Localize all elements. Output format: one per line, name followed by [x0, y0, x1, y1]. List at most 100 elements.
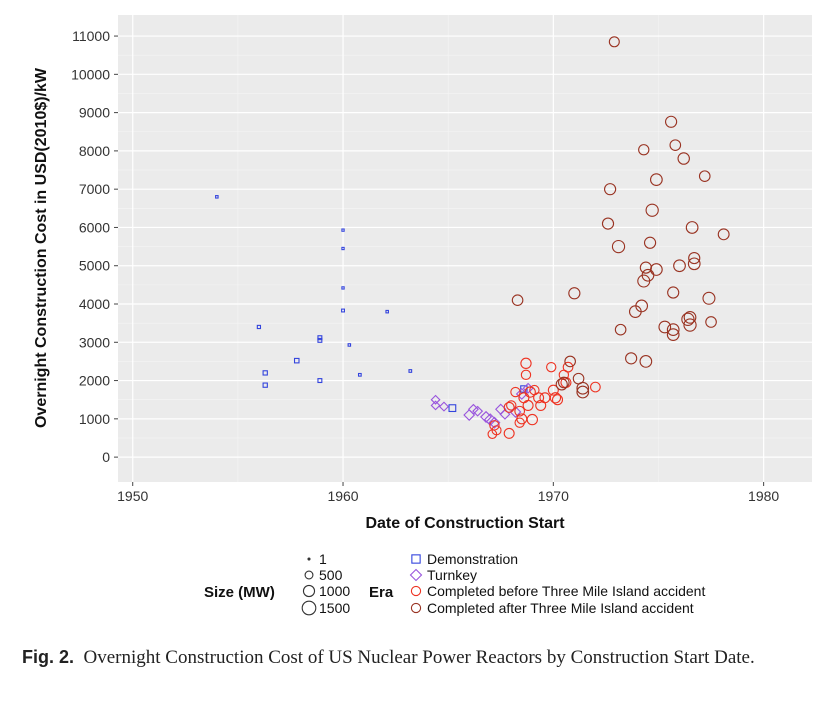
data-point — [614, 323, 627, 336]
data-point — [650, 263, 663, 276]
data-point — [438, 401, 450, 412]
data-point — [256, 324, 262, 330]
data-point — [562, 361, 574, 373]
data-point — [677, 152, 690, 165]
data-point — [625, 352, 638, 365]
data-point — [511, 294, 524, 306]
data-point — [698, 170, 711, 182]
legend-era-label: Completed after Three Mile Island accide… — [427, 600, 694, 616]
legend-era-key — [411, 554, 421, 564]
y-tick-label: 0 — [102, 449, 110, 465]
y-tick-label: 11000 — [72, 28, 110, 44]
legend-era-key — [409, 568, 423, 582]
x-axis-label: Date of Construction Start — [365, 515, 565, 532]
data-point — [705, 316, 717, 328]
data-point — [546, 361, 557, 373]
data-point — [555, 378, 568, 391]
data-point — [520, 385, 528, 393]
y-tick-label: 10000 — [71, 66, 110, 82]
data-point — [491, 425, 502, 436]
data-point — [385, 309, 389, 314]
data-point — [638, 144, 650, 156]
y-axis: 0 1000 2000 3000 4000 5000 6000 7000 8000 9000 100… — [71, 28, 118, 465]
data-point — [639, 355, 653, 368]
data-point — [568, 287, 581, 300]
data-point — [688, 251, 701, 265]
data-point — [341, 308, 345, 313]
data-point — [347, 343, 352, 347]
legend-size-label: 1 — [319, 551, 327, 567]
data-point — [520, 357, 532, 370]
data-point — [681, 312, 695, 326]
data-point — [510, 386, 521, 398]
data-point — [576, 385, 590, 399]
data-point — [488, 416, 501, 429]
data-point — [408, 369, 413, 373]
data-point — [317, 335, 323, 341]
data-point — [664, 115, 678, 128]
data-point — [341, 228, 345, 232]
series-completed-after-three-mile-island-accident — [511, 36, 730, 399]
data-point — [357, 372, 362, 377]
data-point — [520, 369, 532, 381]
plot-panel — [118, 15, 812, 482]
legend-size-key — [307, 557, 311, 561]
data-point — [667, 286, 680, 299]
legend-era-label: Turnkey — [427, 567, 477, 583]
data-point — [658, 320, 672, 334]
data-point — [669, 139, 682, 151]
legend-size-label: 500 — [319, 567, 343, 583]
legend-size-key — [301, 600, 317, 616]
data-point — [489, 420, 500, 431]
y-tick-label: 2000 — [79, 373, 110, 389]
data-point — [558, 376, 570, 389]
data-point — [549, 392, 562, 404]
y-tick-label: 1000 — [79, 411, 110, 427]
y-tick-label: 4000 — [79, 296, 110, 312]
data-point — [503, 401, 515, 413]
grid-minor — [118, 15, 812, 482]
data-point — [317, 378, 323, 384]
data-point — [262, 370, 268, 376]
x-tick-label: 1970 — [538, 488, 569, 504]
legend-size-key — [302, 584, 316, 598]
figure-caption: Fig. 2. Overnight Construction Cost of U… — [22, 644, 832, 671]
data-point — [611, 239, 626, 254]
data-point — [650, 173, 663, 186]
data-point — [533, 392, 545, 404]
data-point — [341, 286, 345, 290]
y-tick-label: 5000 — [79, 258, 110, 274]
data-point — [687, 257, 701, 271]
series-completed-before-three-mile-island-accident — [487, 357, 601, 440]
data-point — [472, 405, 484, 417]
data-point — [702, 291, 716, 305]
data-point — [215, 195, 219, 199]
data-point — [590, 381, 601, 393]
x-tick-label: 1980 — [748, 488, 779, 504]
data-point — [317, 337, 323, 343]
y-tick-label: 9000 — [79, 105, 110, 121]
data-point — [608, 36, 620, 48]
legend-era-key — [410, 585, 422, 597]
y-tick-label: 3000 — [79, 334, 110, 350]
data-point — [522, 399, 534, 411]
caption-text: Overnight Construction Cost of US Nuclea… — [83, 647, 755, 668]
x-tick-label: 1960 — [327, 488, 358, 504]
grid-major — [118, 15, 812, 482]
data-point — [666, 328, 680, 342]
legend-size-label: 1500 — [319, 600, 350, 616]
legend-era-label: Demonstration — [427, 551, 518, 567]
data-point — [643, 236, 657, 249]
x-tick-label: 1950 — [117, 488, 148, 504]
legend-size-label: 1000 — [319, 583, 350, 599]
data-point — [514, 405, 526, 417]
scatter-chart: 0 1000 2000 3000 4000 5000 6000 7000 8000 9000 100… — [33, 15, 812, 616]
data-point — [635, 299, 649, 313]
data-point — [552, 394, 564, 406]
legend-era-label: Completed before Three Mile Island accid… — [427, 583, 705, 599]
data-point — [506, 400, 517, 411]
data-point — [717, 228, 730, 241]
series-demonstration — [215, 195, 528, 413]
